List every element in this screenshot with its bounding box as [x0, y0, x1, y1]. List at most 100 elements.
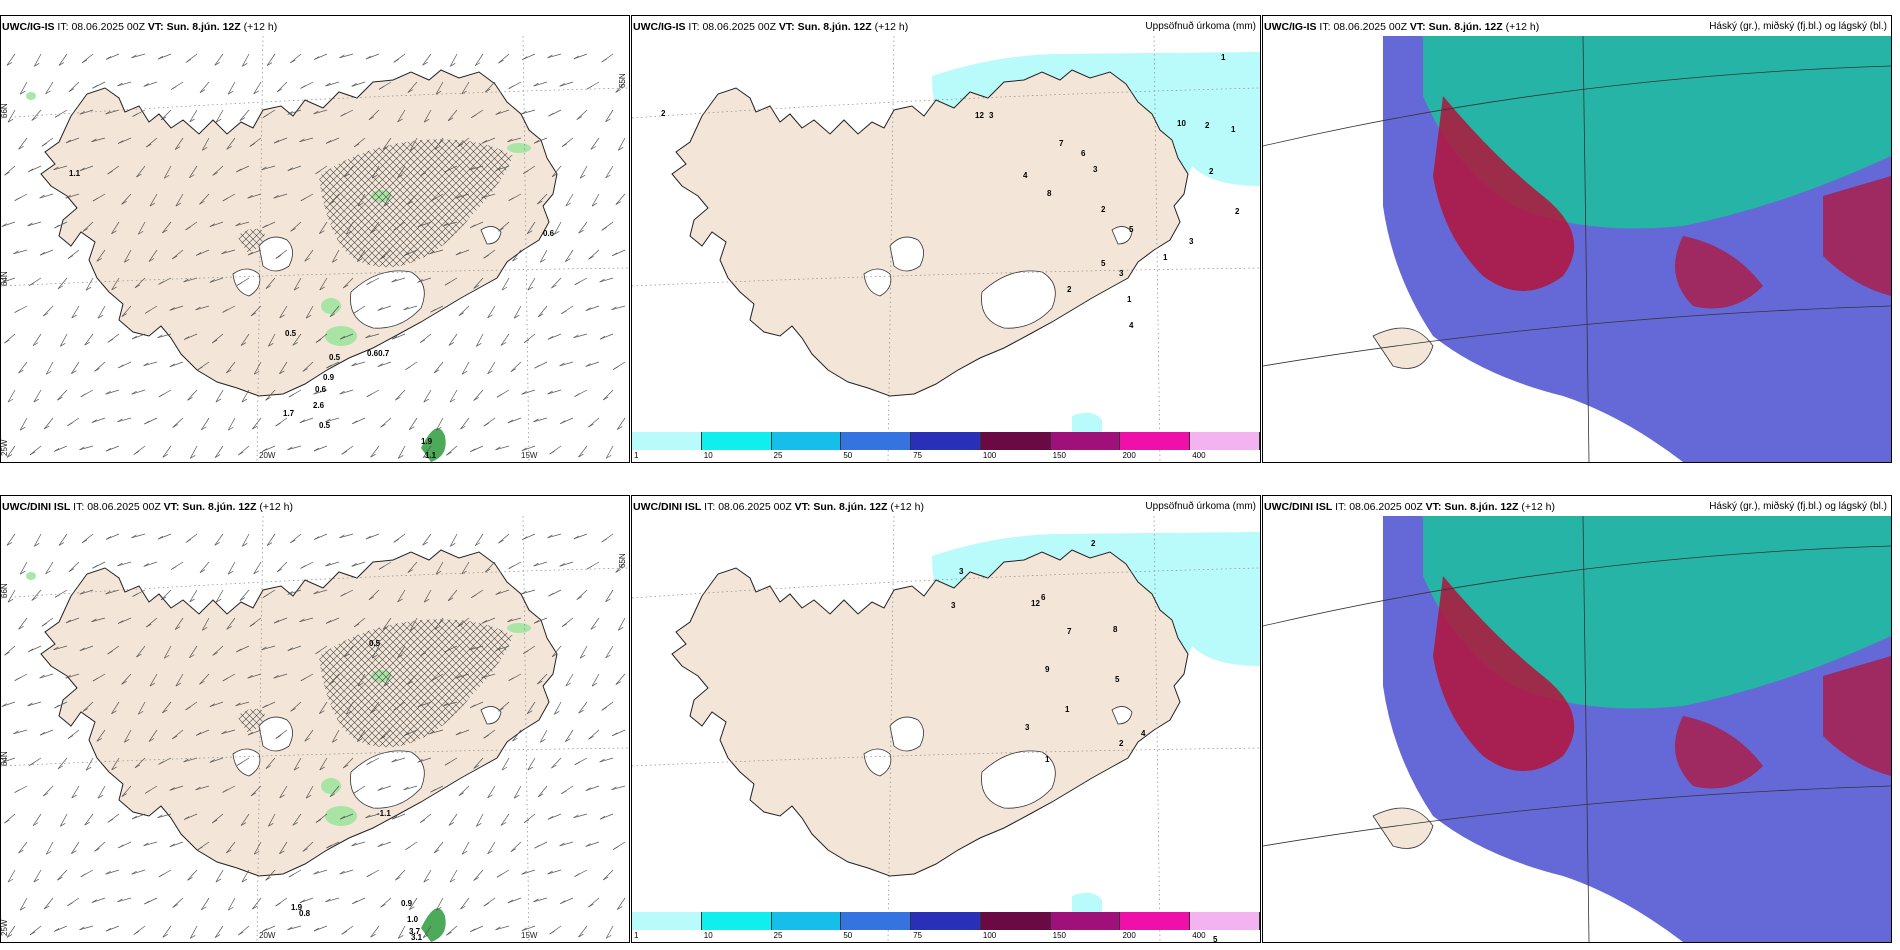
- panel-title: UWC/DINI ISL IT: 08.06.2025 00Z VT: Sun.…: [1264, 501, 1555, 513]
- panel-wind-temperature-dini: UWC/DINI ISL IT: 08.06.2025 00Z VT: Sun.…: [0, 495, 630, 943]
- colorbar-segment: [1050, 432, 1121, 450]
- precip-value: 1: [1127, 295, 1132, 304]
- vt-label: VT:: [778, 21, 795, 33]
- precip-value: 6: [1041, 593, 1046, 602]
- panel-field-title: Háský (gr.), miðský (fj.bl.) og lágský (…: [1709, 501, 1887, 512]
- glacier-outline: [889, 716, 924, 752]
- cloud-layers: [1263, 36, 1891, 462]
- precip-value: 2: [1067, 285, 1072, 294]
- precip-value: 1: [1045, 755, 1050, 764]
- precip-value: 3: [959, 567, 964, 576]
- temperature-value: 2.6: [313, 401, 325, 410]
- vt-label: VT:: [163, 501, 180, 513]
- it-value: 08.06.2025 00Z: [1333, 21, 1407, 33]
- wind-barbs: [1, 533, 626, 939]
- vt-value: Sun. 8.jún. 12Z: [182, 501, 257, 513]
- temperature-value: 0.5: [329, 353, 341, 362]
- vt-value: Sun. 8.jún. 12Z: [813, 501, 888, 513]
- colorbar-segment: [771, 432, 842, 450]
- graticule-label: 65N: [618, 553, 627, 568]
- colorbar-segment: [911, 432, 981, 450]
- graticule: [632, 36, 1260, 462]
- graticule: [1, 36, 629, 462]
- graticule-label: 65N: [618, 73, 627, 88]
- precip-value: 5: [1115, 675, 1120, 684]
- hatch-area: [319, 619, 513, 748]
- it-value: 08.06.2025 00Z: [87, 501, 161, 513]
- panel-model: UWC/DINI ISL: [633, 501, 702, 513]
- precip-value: 5: [1101, 259, 1106, 268]
- graticule-label: 15W: [521, 931, 538, 940]
- panel-wind-temperature-igis: UWC/IG-IS IT: 08.06.2025 00Z VT: Sun. 8.…: [0, 15, 630, 463]
- cloud-layers: [1263, 516, 1891, 942]
- precip-value: 1: [1231, 125, 1236, 134]
- vt-value: Sun. 8.jún. 12Z: [166, 21, 241, 33]
- panel-title: UWC/IG-IS IT: 08.06.2025 00Z VT: Sun. 8.…: [1264, 21, 1539, 33]
- panel-title: UWC/DINI ISL IT: 08.06.2025 00Z VT: Sun.…: [2, 501, 293, 513]
- glacier-outline: [350, 750, 425, 809]
- colorbar-segment: [771, 912, 842, 930]
- precip-value: 4: [1023, 171, 1028, 180]
- graticule-label: 64N: [1, 751, 9, 766]
- lead-time: (+12 h): [1505, 21, 1540, 33]
- graticule: [1, 516, 629, 942]
- colorbar-segment: [841, 912, 912, 930]
- colorbar-tick-label: 100: [982, 451, 997, 460]
- panel-model: UWC/IG-IS: [1264, 21, 1317, 33]
- glacier-outline: [981, 270, 1056, 329]
- graticule-label: 66N: [1, 103, 9, 118]
- panel-model: UWC/IG-IS: [2, 21, 55, 33]
- precip-value: 3: [1189, 237, 1194, 246]
- colorbar-tick-label: 1: [634, 451, 639, 460]
- temperature-value: 1.0: [407, 915, 419, 924]
- precip-value: 2: [661, 109, 666, 118]
- glacier-outline: [350, 270, 425, 329]
- map-canvas: 3 2 3 612 7 9 8 5 1 3 2 4 1 10 5: [632, 516, 1260, 942]
- map-canvas: 66N 64N 65N 20W 15W 25W 1.1 0.6 0.5 0.5 0.9 0.6 2.6 1…: [1, 36, 629, 462]
- lead-time: (+12 h): [890, 501, 924, 513]
- precip-value: 3: [1119, 269, 1124, 278]
- colorbar-segment: [701, 432, 772, 450]
- map-plot: 66N 64N 65N 20W 15W 25W 1.1 0.6 0.5 0.5 0.9 0.6 2.6 1…: [1, 36, 629, 462]
- precip-value: 2: [1119, 739, 1124, 748]
- precip-value: 12: [975, 111, 984, 120]
- precip-value: 3: [951, 601, 956, 610]
- precip-value: 4: [1129, 321, 1134, 330]
- colorbar-tick-label: 400: [1192, 451, 1206, 460]
- temperature-value: 0.5: [285, 329, 297, 338]
- temperature-value: 0.6: [315, 385, 327, 394]
- glacier-outline: [889, 236, 924, 272]
- precip-value: 7: [1067, 627, 1072, 636]
- temperature-value: 0.9: [323, 373, 335, 382]
- temperature-value: 0.5: [319, 421, 331, 430]
- map-canvas: [1263, 516, 1891, 942]
- temperature-value: 0.6: [543, 229, 555, 238]
- lead-time: (+12 h): [1521, 501, 1555, 513]
- it-label: IT:: [1319, 21, 1331, 33]
- precip-value: 3: [989, 111, 994, 120]
- colorbar-tick-label: 50: [843, 931, 853, 940]
- it-label: IT:: [1335, 501, 1347, 513]
- panel-title: UWC/DINI ISL IT: 08.06.2025 00Z VT: Sun.…: [633, 501, 924, 513]
- colorbar-segment: [980, 432, 1051, 450]
- precip-value: 1: [1065, 705, 1070, 714]
- colorbar-segment: [1190, 912, 1260, 930]
- temperature-value: 0.8: [299, 909, 311, 918]
- precip-value: 12: [1031, 599, 1040, 608]
- precip-value: 1: [1163, 253, 1168, 262]
- panel-cloud-cover-igis: UWC/IG-IS IT: 08.06.2025 00Z VT: Sun. 8.…: [1262, 15, 1892, 463]
- precip-value: 8: [1113, 625, 1118, 634]
- colorbar-segment: [980, 912, 1051, 930]
- panel-title: UWC/IG-IS IT: 08.06.2025 00Z VT: Sun. 8.…: [2, 21, 277, 33]
- colorbar-tick-label: 25: [773, 931, 783, 940]
- vt-value: Sun. 8.jún. 12Z: [797, 21, 872, 33]
- precip-value: 2: [1205, 121, 1210, 130]
- temperature-value: 1.1: [69, 169, 81, 178]
- glacier-outline: [480, 226, 502, 245]
- temperature-value: 1.9: [421, 437, 433, 446]
- temperature-value: 0.60.7: [367, 349, 390, 358]
- it-value: 08.06.2025 00Z: [718, 501, 792, 513]
- glacier-outline: [863, 748, 892, 777]
- graticule-label: 15W: [521, 451, 538, 460]
